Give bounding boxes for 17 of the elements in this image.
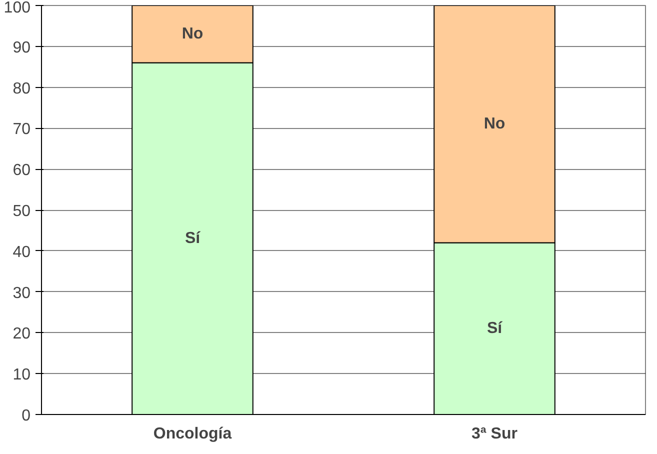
y-tick-label: 40 [12,244,31,261]
series-label: No [182,26,204,43]
y-tick-label: 70 [12,121,31,138]
y-tick-label: 60 [12,162,31,180]
x-tick-label: 3ª Sur [472,426,518,442]
y-tick-label: 50 [12,203,31,220]
text: No [484,116,506,133]
y-tick-label: 10 [12,366,31,384]
y-tick-label: 80 [12,80,31,98]
y-tick-label: 90 [12,39,31,56]
x-tick-label: Oncología [153,426,232,442]
y-tick-label: 0 [22,408,31,424]
y-tick-label: 30 [12,284,31,302]
y-tick-label: 20 [12,326,31,343]
text: Sí [184,230,200,248]
series-label: Sí [486,320,503,338]
y-tick-label: 100 [4,0,31,16]
